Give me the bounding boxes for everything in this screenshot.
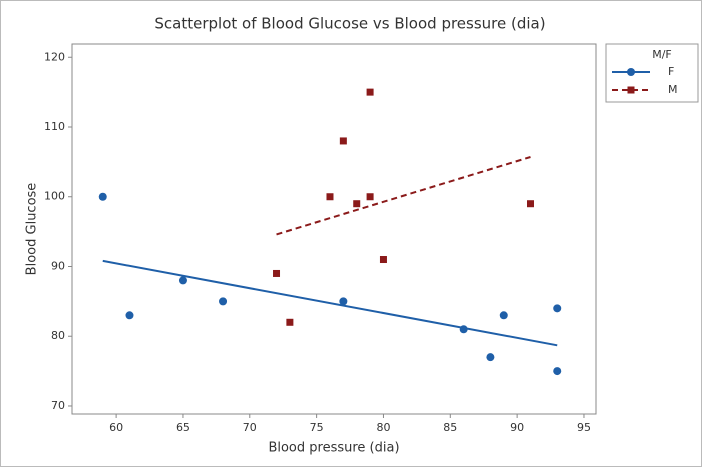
y-tick-label: 80 bbox=[51, 329, 65, 342]
point bbox=[178, 276, 187, 285]
x-axis-label: Blood pressure (dia) bbox=[268, 441, 399, 456]
point bbox=[486, 353, 495, 362]
point bbox=[553, 304, 562, 313]
point bbox=[326, 193, 334, 201]
point bbox=[366, 88, 374, 96]
x-tick-label: 85 bbox=[443, 421, 457, 434]
y-tick-label: 90 bbox=[51, 259, 65, 272]
legend-marker bbox=[627, 86, 635, 94]
x-tick-label: 60 bbox=[109, 421, 123, 434]
point bbox=[339, 137, 347, 145]
point bbox=[339, 297, 348, 306]
point bbox=[527, 200, 534, 208]
x-tick-label: 95 bbox=[577, 421, 591, 434]
point bbox=[379, 256, 387, 264]
x-tick-label: 70 bbox=[243, 421, 257, 434]
point bbox=[459, 325, 468, 334]
legend-marker bbox=[627, 68, 635, 76]
chart-title: Scatterplot of Blood Glucose vs Blood pr… bbox=[154, 15, 545, 33]
y-tick-label: 70 bbox=[51, 399, 65, 412]
legend-title: M/F bbox=[652, 48, 672, 61]
point bbox=[273, 269, 281, 277]
x-tick-label: 90 bbox=[510, 421, 524, 434]
y-tick-label: 120 bbox=[44, 50, 65, 63]
x-tick-label: 80 bbox=[376, 421, 390, 434]
x-tick-label: 65 bbox=[176, 421, 190, 434]
point bbox=[499, 311, 508, 320]
fit-line bbox=[102, 259, 558, 347]
point bbox=[219, 297, 228, 306]
legend-label: M bbox=[668, 83, 678, 96]
fit-line bbox=[276, 156, 531, 236]
legend-label: F bbox=[668, 65, 674, 78]
y-tick-label: 110 bbox=[44, 120, 65, 133]
point bbox=[125, 311, 134, 320]
point bbox=[286, 318, 294, 326]
point bbox=[353, 200, 361, 208]
y-tick-label: 100 bbox=[44, 190, 65, 203]
x-tick-label: 75 bbox=[310, 421, 324, 434]
y-axis-label: Blood Glucose bbox=[25, 183, 40, 276]
plot-area bbox=[71, 43, 597, 415]
point bbox=[366, 193, 374, 201]
point bbox=[98, 192, 107, 201]
point bbox=[553, 367, 562, 376]
